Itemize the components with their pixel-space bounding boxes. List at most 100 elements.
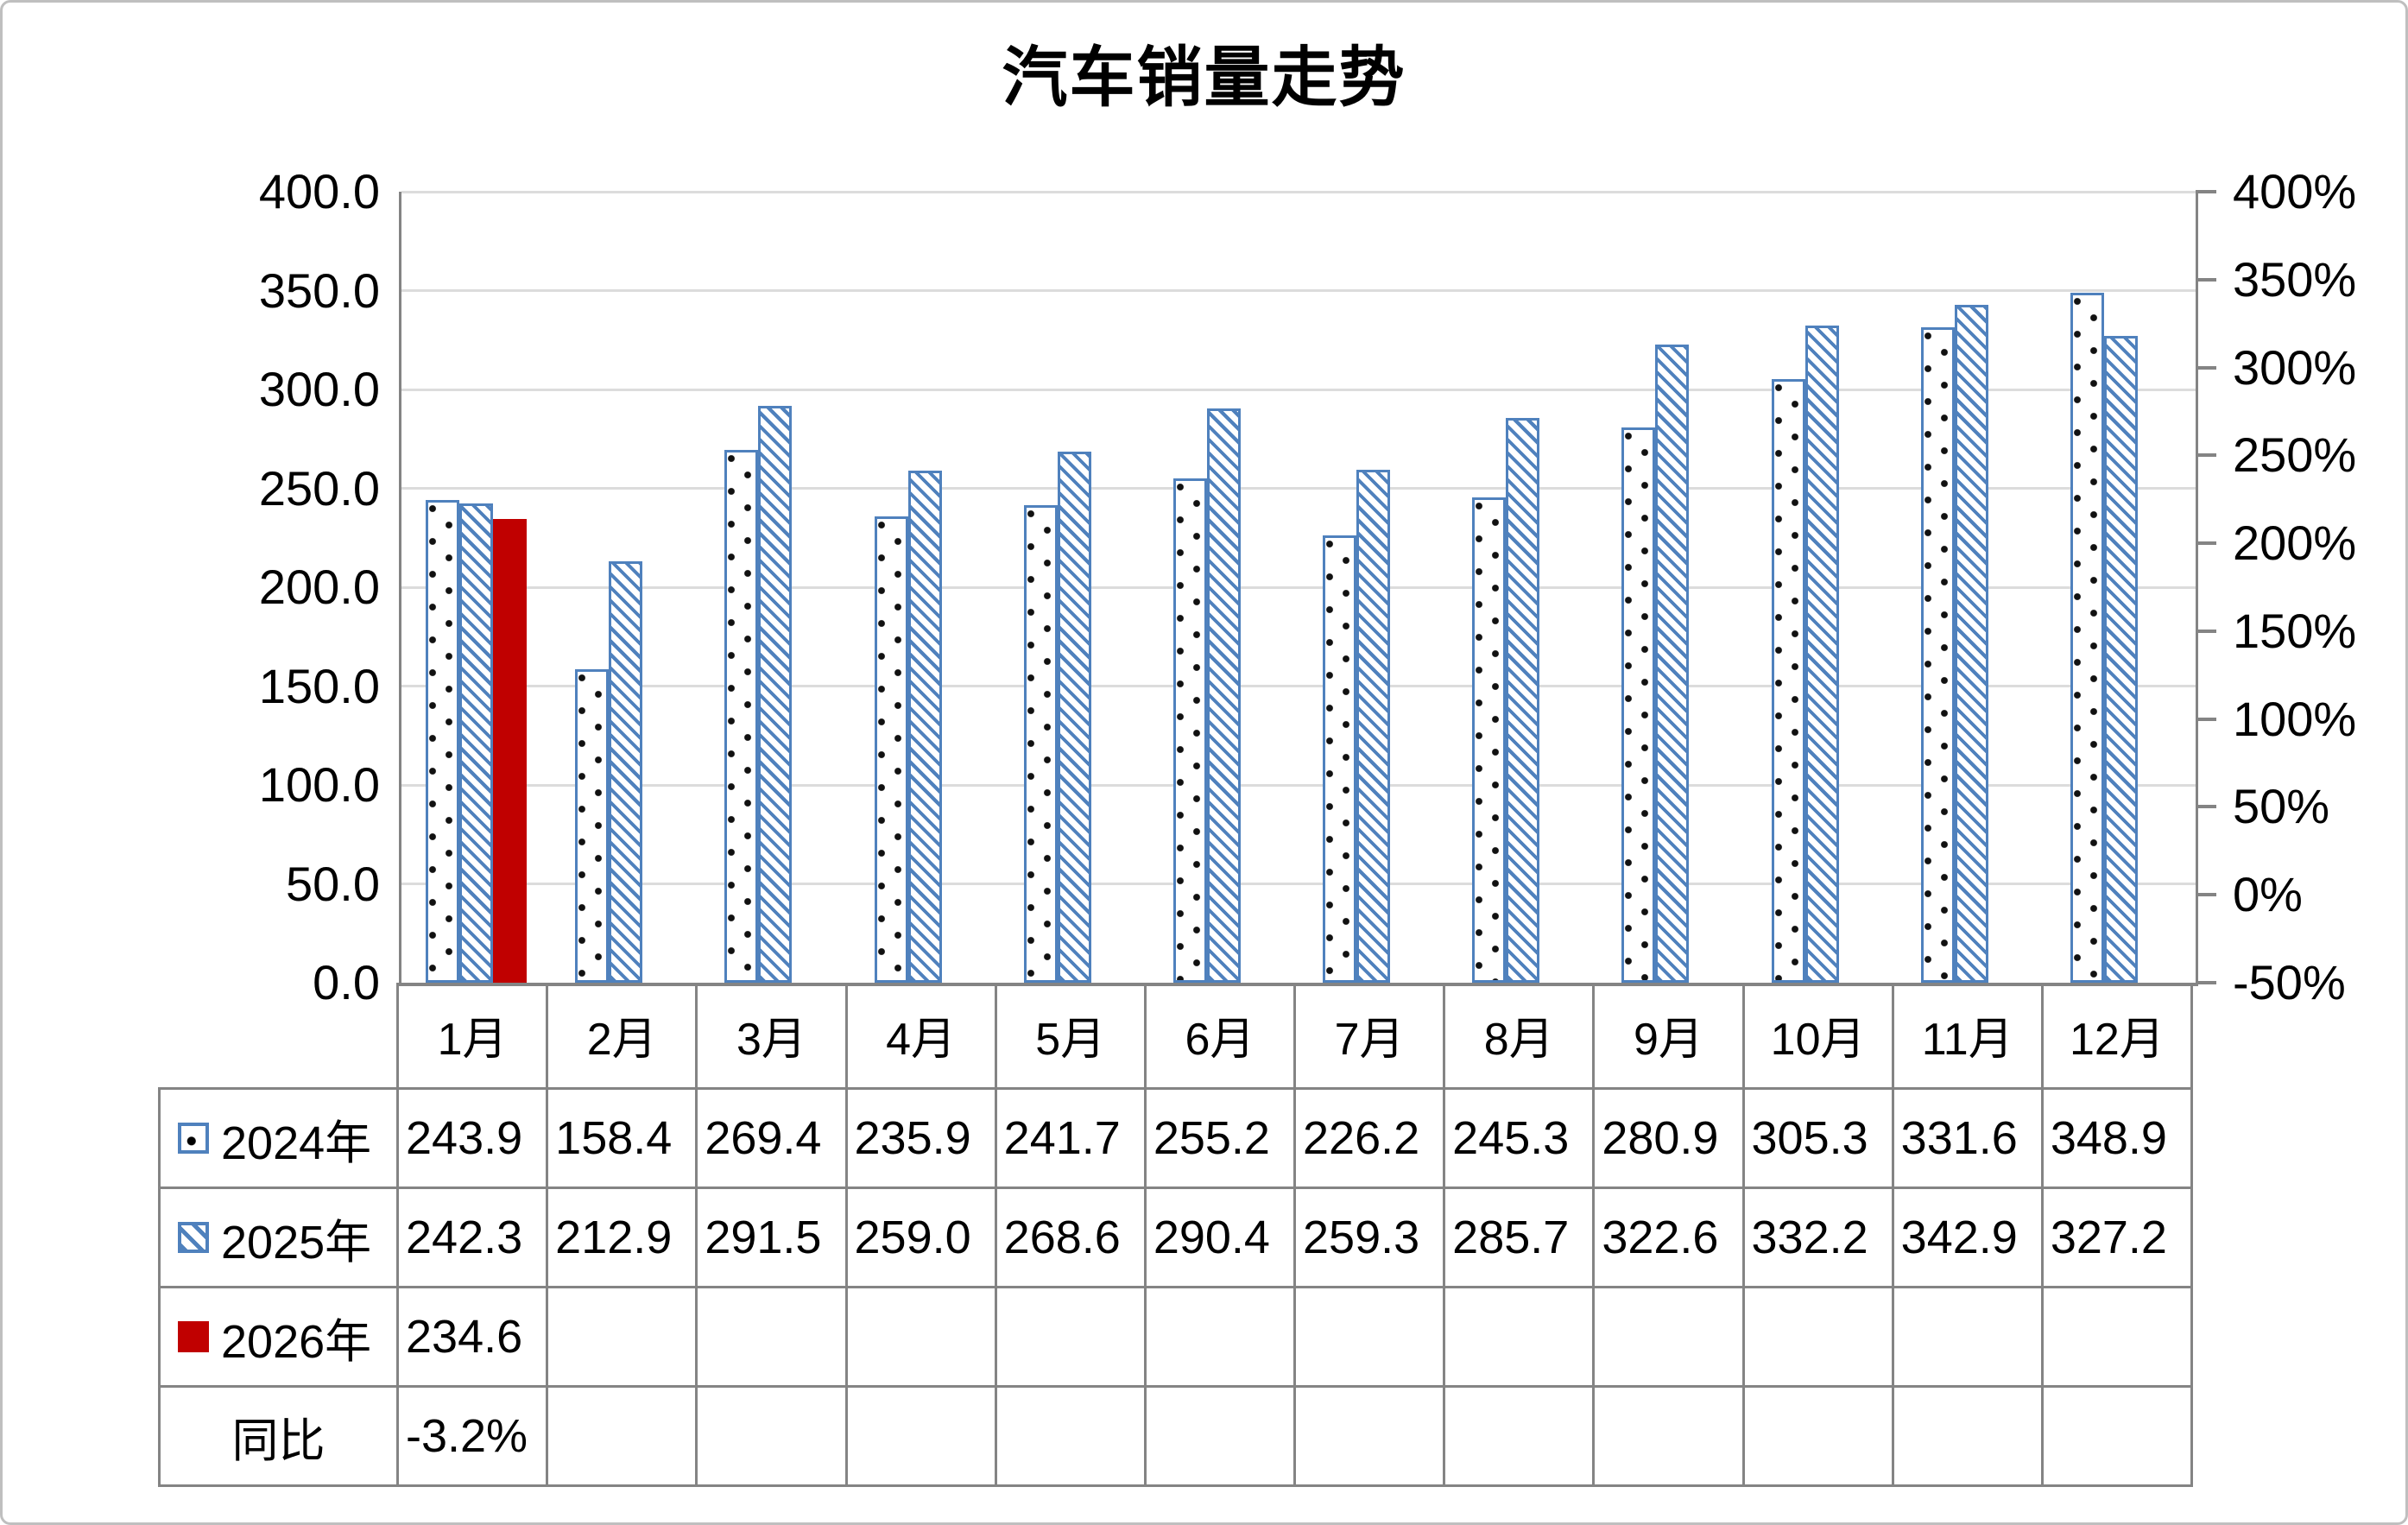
left-axis-tick-label: 350.0 — [258, 263, 380, 318]
month-header-1月: 1月 — [399, 983, 549, 1090]
bar-2024年-11月 — [1920, 327, 1955, 983]
gridline — [401, 388, 2196, 391]
right-axis-tick-mark — [2196, 190, 2216, 193]
bar-group-11月 — [1897, 192, 2046, 983]
right-axis-tick-mark — [2196, 981, 2216, 984]
bar-group-9月 — [1597, 192, 1747, 983]
month-header-11月: 11月 — [1893, 983, 2044, 1090]
bar-2025年-8月 — [1506, 418, 1540, 983]
table-value-2025年-6月: 290.4 — [1146, 1189, 1296, 1288]
bar-2024年-3月 — [724, 450, 759, 983]
table-value-同比-5月 — [996, 1388, 1147, 1487]
table-value-2024年-8月: 245.3 — [1445, 1090, 1596, 1189]
bar-2025年-4月 — [907, 471, 942, 983]
table-value-同比-2月 — [548, 1388, 698, 1487]
left-axis-tick-label: 150.0 — [258, 658, 380, 713]
bar-2024年-2月 — [575, 669, 610, 983]
table-value-2026年-2月 — [548, 1288, 698, 1388]
table-value-同比-10月 — [1744, 1388, 1894, 1487]
bar-group-7月 — [1299, 192, 1448, 983]
right-axis-tick-label: 0% — [2233, 867, 2303, 922]
table-value-2025年-1月: 242.3 — [399, 1189, 549, 1288]
right-axis-tick-mark — [2196, 629, 2216, 633]
bar-2025年-10月 — [1804, 326, 1839, 983]
right-axis-tick-mark — [2196, 541, 2216, 546]
bar-2025年-6月 — [1206, 408, 1241, 983]
table-value-2026年-6月 — [1146, 1288, 1296, 1388]
bar-group-5月 — [1000, 192, 1149, 983]
right-axis-tick-label: 400% — [2233, 164, 2357, 218]
table-value-同比-7月 — [1296, 1388, 1446, 1487]
left-axis-tick-label: 400.0 — [258, 164, 380, 218]
bar-group-4月 — [850, 192, 1000, 983]
gridline — [401, 783, 2196, 787]
table-value-2026年-1月: 234.6 — [399, 1288, 549, 1388]
legend-key-2024年 — [178, 1123, 209, 1154]
row-label-text: 2025年 — [221, 1216, 372, 1269]
gridline — [401, 685, 2196, 687]
row-label-2025年: 2025年 — [158, 1189, 399, 1288]
gridline — [401, 289, 2196, 292]
table-value-2026年-7月 — [1296, 1288, 1446, 1388]
table-value-同比-4月 — [847, 1388, 997, 1487]
gridline — [401, 585, 2196, 589]
bar-group-6月 — [1149, 192, 1299, 983]
bar-group-2月 — [551, 192, 700, 983]
row-label-text: 2024年 — [221, 1117, 372, 1169]
month-header-3月: 3月 — [698, 983, 848, 1090]
table-value-2025年-3月: 291.5 — [698, 1189, 848, 1288]
table-value-2026年-12月 — [2043, 1288, 2193, 1388]
table-value-2024年-10月: 305.3 — [1744, 1090, 1894, 1189]
table-value-2025年-10月: 332.2 — [1744, 1189, 1894, 1288]
row-label-2024年: 2024年 — [158, 1090, 399, 1189]
plot-area — [399, 190, 2198, 986]
month-header-2月: 2月 — [548, 983, 698, 1090]
right-axis-tick-label: 150% — [2233, 603, 2357, 658]
month-header-9月: 9月 — [1595, 983, 1745, 1090]
gridline — [401, 487, 2196, 490]
table-value-2024年-9月: 280.9 — [1595, 1090, 1745, 1189]
bar-group-3月 — [700, 192, 850, 983]
bar-2024年-1月 — [426, 500, 460, 983]
right-axis-tick-label: 50% — [2233, 779, 2330, 834]
bar-2024年-12月 — [2070, 293, 2104, 983]
table-value-同比-6月 — [1146, 1388, 1296, 1487]
right-axis-tick-label: 350% — [2233, 251, 2357, 307]
month-header-10月: 10月 — [1744, 983, 1894, 1090]
right-axis-tick-label: 100% — [2233, 691, 2357, 746]
table-value-同比-8月 — [1445, 1388, 1596, 1487]
table-value-同比-1月: -3.2% — [399, 1388, 549, 1487]
left-axis-tick-label: 300.0 — [258, 362, 380, 416]
table-value-2024年-2月: 158.4 — [548, 1090, 698, 1189]
month-header-8月: 8月 — [1445, 983, 1596, 1090]
bar-2024年-8月 — [1472, 497, 1507, 983]
right-axis-tick-label: 300% — [2233, 339, 2357, 395]
right-axis-tick-label: 200% — [2233, 516, 2357, 571]
row-label-text: 同比 — [231, 1414, 325, 1467]
left-axis-tick-label: 100.0 — [258, 757, 380, 812]
left-axis-tick-label: 50.0 — [286, 856, 380, 911]
bar-group-8月 — [1448, 192, 1597, 983]
table-value-2026年-4月 — [847, 1288, 997, 1388]
right-axis-tick-mark — [2196, 717, 2216, 721]
bar-2024年-5月 — [1023, 505, 1058, 983]
table-value-同比-11月 — [1893, 1388, 2044, 1487]
chart-title: 汽车销量走势 — [1002, 41, 1406, 115]
left-axis-tick-label: 0.0 — [313, 955, 380, 1009]
table-value-2026年-11月 — [1893, 1288, 2044, 1388]
month-header-7月: 7月 — [1296, 983, 1446, 1090]
bar-2024年-9月 — [1621, 427, 1656, 983]
table-value-2024年-1月: 243.9 — [399, 1090, 549, 1189]
right-axis-tick-mark — [2196, 893, 2216, 897]
month-header-4月: 4月 — [847, 983, 997, 1090]
legend-key-2026年 — [178, 1321, 209, 1352]
right-axis-tick-label: 250% — [2233, 427, 2357, 483]
gridline — [401, 883, 2196, 885]
month-header-6月: 6月 — [1146, 983, 1296, 1090]
data-table: 1月 2月 3月 4月 5月 6月 7月 8月 9月 10月 11月 12月 2024年 243.9 158… — [158, 983, 2193, 1487]
table-value-2025年-12月: 327.2 — [2043, 1189, 2193, 1288]
table-value-2026年-5月 — [996, 1288, 1147, 1388]
bar-2025年-2月 — [609, 561, 643, 983]
bar-2024年-10月 — [1771, 379, 1805, 983]
